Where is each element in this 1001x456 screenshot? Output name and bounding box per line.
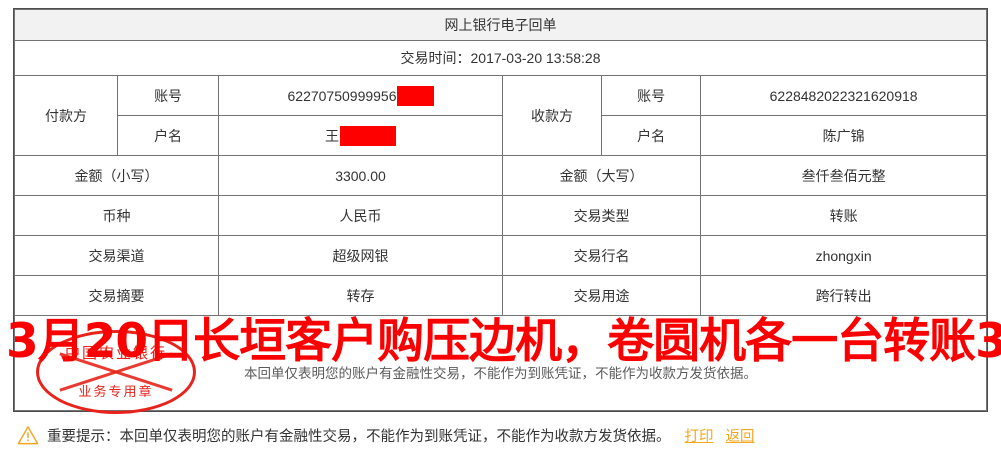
payee-name-value: 陈广锦 (700, 115, 987, 156)
back-link[interactable]: 返回 (725, 428, 755, 445)
title-row: 网上银行电子回单 (14, 9, 987, 41)
purpose-label: 交易用途 (501, 275, 702, 316)
currency-label: 币种 (13, 195, 220, 236)
note-cell: 本回单仅表明您的账户有金融性交易，不能作为到账凭证，不能作为收款方发货依据。 (14, 315, 987, 411)
payer-payee-account-row: 付款方 账号 62270750999956 收款方 账号 62284820223… (13, 75, 987, 156)
payer-account-value: 62270750999956 (218, 75, 503, 116)
payer-name-text: 王 (325, 127, 340, 144)
channel-value: 超级网银 (218, 235, 503, 276)
redaction-block-name (340, 125, 397, 146)
note-row: 本回单仅表明您的账户有金融性交易，不能作为到账凭证，不能作为收款方发货依据。 (14, 315, 987, 411)
payee-account-label: 账号 (601, 75, 702, 116)
amount-lower-value: 3300.00 (218, 155, 503, 196)
receipt-container: 网上银行电子回单 交易时间：2017-03-20 13:58:28 付款方 账号… (13, 8, 988, 412)
payee-account-value: 6228482022321620918 (700, 75, 987, 116)
warning-triangle-icon (17, 426, 39, 445)
summary-value: 转存 (218, 275, 503, 316)
footer-bar: 重要提示：本回单仅表明您的账户有金融性交易，不能作为到账凭证，不能作为收款方发货… (13, 418, 988, 452)
transaction-type-label: 交易类型 (501, 195, 702, 236)
bank-name-value: zhongxin (700, 235, 987, 276)
table-row-summary: 交易摘要 转存 交易用途 跨行转出 (13, 275, 987, 316)
payee-name-label: 户名 (601, 115, 702, 156)
transaction-time-row: 交易时间：2017-03-20 13:58:28 (14, 40, 987, 76)
amount-upper-value: 叁仟叁佰元整 (700, 155, 987, 196)
purpose-value: 跨行转出 (700, 275, 987, 316)
payer-account-label: 账号 (117, 75, 220, 116)
amount-lower-label: 金额（小写） (13, 155, 220, 196)
bank-name-label: 交易行名 (501, 235, 702, 276)
table-row-channel: 交易渠道 超级网银 交易行名 zhongxin (13, 235, 987, 276)
payee-label: 收款方 (501, 75, 603, 156)
page-title: 网上银行电子回单 (14, 9, 987, 41)
payer-account-number: 62270750999956 (287, 87, 397, 104)
payer-label: 付款方 (13, 75, 119, 156)
currency-value: 人民币 (218, 195, 503, 236)
receipt-table: 网上银行电子回单 交易时间：2017-03-20 13:58:28 付款方 账号… (13, 9, 987, 411)
print-link[interactable]: 打印 (684, 428, 714, 445)
table-row-currency: 币种 人民币 交易类型 转账 (13, 195, 987, 236)
redaction-block-account (396, 85, 434, 106)
transaction-time: 交易时间：2017-03-20 13:58:28 (14, 40, 987, 76)
disclaimer-note: 本回单仅表明您的账户有金融性交易，不能作为到账凭证，不能作为收款方发货依据。 (244, 366, 757, 381)
table-row-amount: 金额（小写） 3300.00 金额（大写） 叁仟叁佰元整 (13, 155, 987, 196)
channel-label: 交易渠道 (13, 235, 220, 276)
amount-upper-label: 金额（大写） (501, 155, 702, 196)
payer-payee-name-row: 户名 王 户名 陈广锦 (15, 115, 987, 156)
transaction-type-value: 转账 (700, 195, 987, 236)
footer-warning-text: 重要提示：本回单仅表明您的账户有金融性交易，不能作为到账凭证，不能作为收款方发货… (47, 428, 671, 445)
payer-name-value: 王 (218, 115, 503, 156)
summary-label: 交易摘要 (13, 275, 220, 316)
payer-name-label: 户名 (117, 115, 220, 156)
